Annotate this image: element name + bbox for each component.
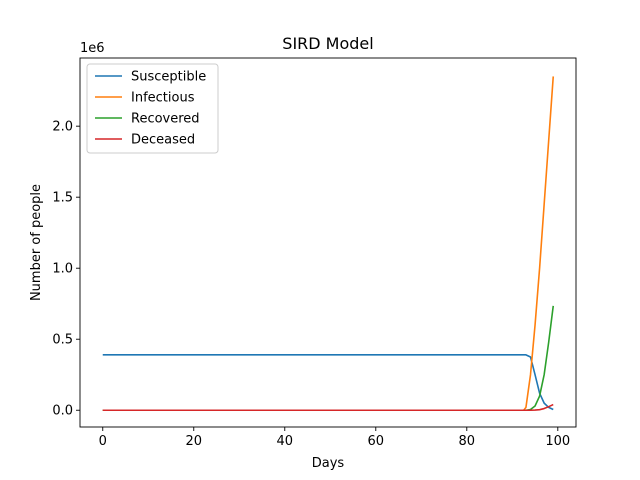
legend-items: Susceptible Infectious Recovered Deceased <box>95 70 206 148</box>
x-tick-label: 20 <box>185 434 202 449</box>
y-axis-offset-label: 1e6 <box>80 41 105 56</box>
y-tick-label: 0.0 <box>52 404 73 419</box>
legend: Susceptible Infectious Recovered Deceased <box>86 63 219 154</box>
x-tick-label: 40 <box>276 434 293 449</box>
legend-label-susceptible: Susceptible <box>131 70 206 85</box>
y-axis-label: Number of people <box>29 184 44 301</box>
x-axis-ticks: 0 20 40 60 80 100 <box>99 427 570 449</box>
chart-title: SIRD Model <box>282 34 373 53</box>
legend-frame <box>86 63 219 154</box>
y-tick-label: 1.0 <box>52 262 73 277</box>
y-axis-ticks: 0.0 0.5 1.0 1.5 2.0 <box>52 120 80 419</box>
series-layer <box>102 76 555 412</box>
y-tick-label: 0.5 <box>52 333 73 348</box>
series-line-infectious <box>102 76 555 412</box>
legend-label-infectious: Infectious <box>131 91 195 106</box>
y-tick-label: 2.0 <box>52 120 73 135</box>
x-tick-label: 100 <box>545 434 570 449</box>
series-line-deceased <box>102 403 554 412</box>
x-axis-label: Days <box>312 456 345 471</box>
y-tick-label: 1.5 <box>52 191 73 206</box>
x-tick-label: 80 <box>459 434 476 449</box>
legend-label-deceased: Deceased <box>131 133 195 148</box>
x-tick-label: 0 <box>99 434 107 449</box>
plot-area-frame <box>79 57 577 428</box>
legend-label-recovered: Recovered <box>131 112 200 127</box>
x-tick-label: 60 <box>368 434 385 449</box>
